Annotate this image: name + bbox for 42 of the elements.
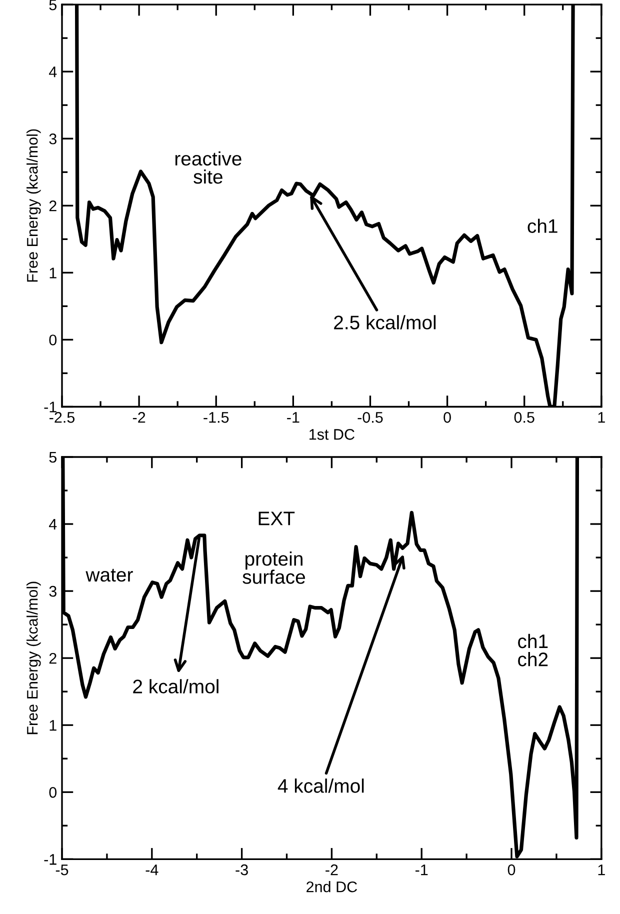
y-tick-label: 3 — [49, 586, 56, 597]
annotation: water — [86, 568, 133, 582]
x-axis-title: 2nd DC — [306, 881, 358, 892]
y-tick-label: 1 — [50, 720, 56, 731]
x-axis-title: 1st DC — [310, 429, 354, 440]
y-axis-title: Free Energy (kcal/mol) — [26, 582, 41, 734]
annotation: EXT — [258, 512, 295, 526]
y-tick-label: -1 — [44, 854, 56, 865]
annotation: protein surface — [242, 551, 306, 584]
y-tick-label: 1 — [50, 268, 56, 278]
y-tick-label: 4 — [48, 66, 57, 78]
y-tick-label: 0 — [49, 334, 57, 346]
x-tick-label: -1 — [415, 864, 428, 876]
x-tick-label: -3 — [236, 864, 248, 876]
annotation: ch1 ch2 — [518, 634, 548, 666]
x-tick-label: -2.5 — [50, 412, 75, 423]
x-tick-label: -0.5 — [358, 412, 383, 423]
x-tick-label: 1 — [598, 412, 605, 423]
x-tick-label: -2 — [132, 412, 146, 423]
x-tick-label: -1.5 — [204, 412, 229, 423]
y-tick-label: 2 — [49, 200, 56, 212]
annotation: 4 kcal/mol — [278, 778, 364, 793]
x-tick-label: 0 — [444, 412, 451, 423]
x-tick-label: -4 — [146, 864, 158, 876]
y-tick-label: -1 — [44, 402, 56, 412]
x-tick-label: -1 — [287, 412, 300, 423]
y-tick-label: 5 — [49, 452, 56, 463]
annotation: reactive site — [175, 151, 242, 184]
x-tick-label: -5 — [56, 864, 68, 876]
y-tick-label: 5 — [49, 0, 56, 10]
annotation: 2 kcal/mol — [133, 679, 218, 694]
x-tick-label: 0.5 — [514, 412, 534, 423]
annotation: ch1 — [528, 218, 558, 233]
y-tick-label: 3 — [49, 133, 56, 144]
x-tick-label: 1 — [598, 864, 605, 876]
x-tick-label: -2 — [326, 864, 338, 876]
annotation: 2.5 kcal/mol — [334, 315, 436, 330]
y-tick-label: 4 — [48, 519, 57, 530]
y-tick-label: 0 — [49, 787, 57, 798]
x-tick-label: 0 — [508, 864, 516, 876]
y-axis-title: Free Energy (kcal/mol) — [26, 129, 41, 282]
y-tick-label: 2 — [49, 652, 56, 664]
